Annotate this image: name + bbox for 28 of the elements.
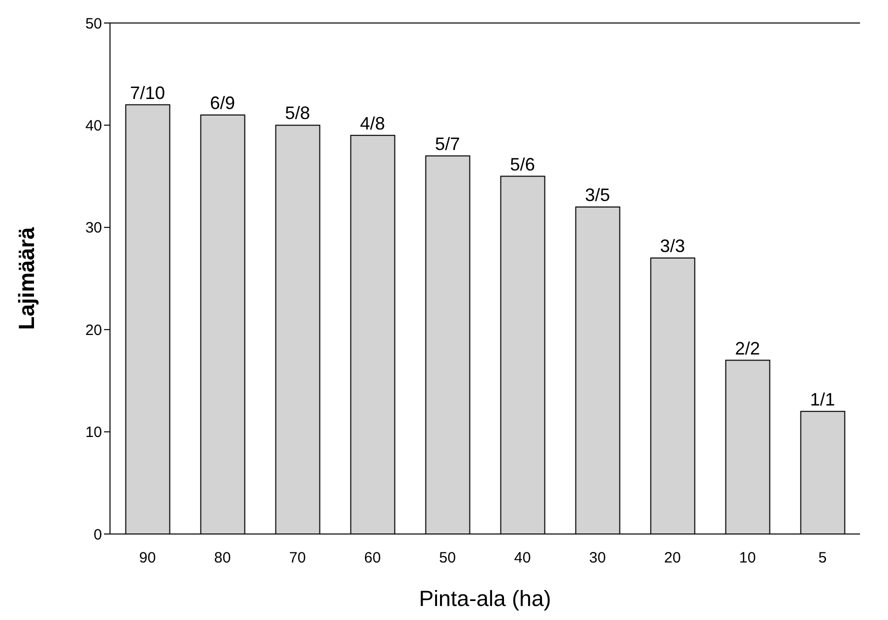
x-tick-label: 40 xyxy=(514,550,531,567)
annotation: 5/6 xyxy=(510,154,536,174)
x-tick-label: 70 xyxy=(289,550,306,567)
y-axis-title: Lajimäärä xyxy=(14,226,39,330)
x-tick-label: 20 xyxy=(664,550,681,567)
annotation: 3/3 xyxy=(660,236,686,256)
x-tick-label: 10 xyxy=(739,550,756,567)
y-tick-label: 0 xyxy=(94,526,102,544)
annotation: 4/8 xyxy=(360,113,386,134)
x-tick-label: 80 xyxy=(214,550,231,567)
y-tick-label: 20 xyxy=(85,322,102,339)
x-axis-title: Pinta-ala (ha) xyxy=(418,586,552,611)
x-tick-label: 90 xyxy=(139,550,156,567)
x-tick-label: 50 xyxy=(439,550,456,567)
annotation: 1/1 xyxy=(810,389,836,410)
y-tick-label: 30 xyxy=(85,220,102,237)
y-tick-label: 40 xyxy=(85,118,102,135)
x-tick-label: 60 xyxy=(364,550,381,567)
annotation: 3/5 xyxy=(584,184,610,205)
x-tick-label: 30 xyxy=(589,550,606,567)
annotation: 7/10 xyxy=(130,82,166,103)
x-tick-label: 5 xyxy=(818,550,827,567)
y-tick-label: 50 xyxy=(85,15,102,32)
annotation: 2/2 xyxy=(734,338,760,358)
y-tick-label: 10 xyxy=(85,424,102,442)
annotation: 6/9 xyxy=(210,92,236,113)
annotation: 5/7 xyxy=(434,134,460,154)
annotation: 5/8 xyxy=(284,103,310,124)
